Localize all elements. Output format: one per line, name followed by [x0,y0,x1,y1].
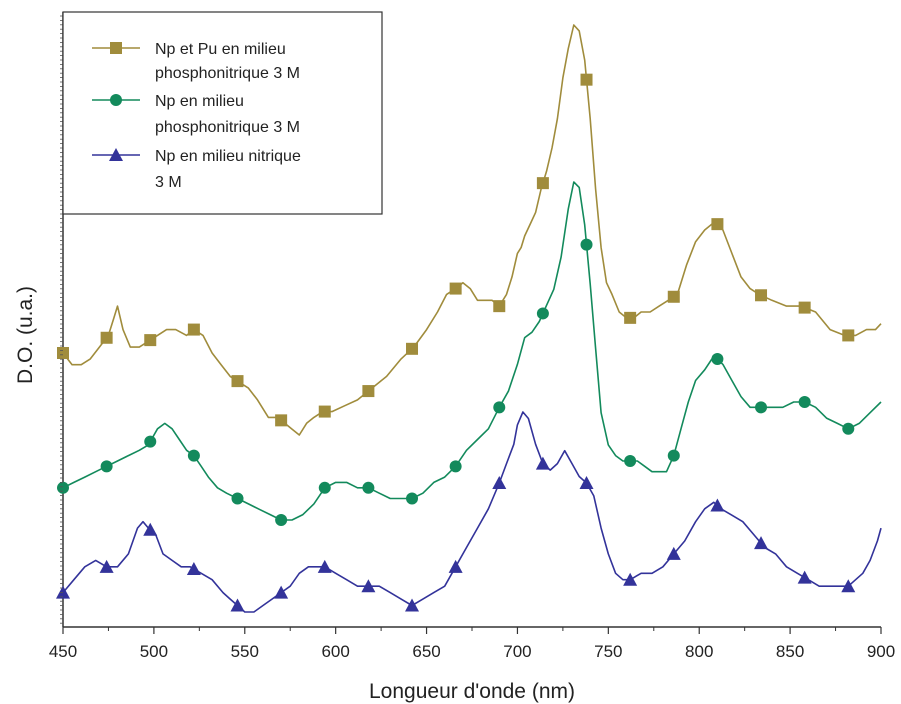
data-point-circle [318,481,331,494]
legend-label: phosphonitrique 3 M [155,65,300,82]
legend-label: phosphonitrique 3 M [155,119,300,136]
data-point-triangle [579,475,594,489]
data-point-circle [667,449,680,462]
data-point-circle [580,238,593,251]
data-point-square [144,334,157,347]
data-point-square [362,385,375,398]
data-point-circle [144,435,157,448]
series-line [62,181,882,521]
data-point-square [711,218,724,231]
data-point-circle [187,449,200,462]
data-point-square [755,289,768,302]
x-tick-label: 600 [321,642,349,661]
data-point-square [493,300,506,313]
data-point-square [318,405,331,418]
data-point-circle [798,395,811,408]
data-point-circle [57,481,69,494]
legend-label: Np en milieu nitrique [155,148,301,165]
data-point-triangle [492,475,507,489]
data-point-square [231,375,244,388]
data-point-triangle [143,522,158,536]
data-point-triangle [535,456,550,470]
data-point-circle [711,353,724,366]
data-point-circle [755,401,768,414]
data-point-triangle [274,585,289,599]
data-point-square [842,329,855,342]
data-point-circle [493,401,506,414]
x-tick-label: 800 [685,642,713,661]
legend-label: 3 M [155,174,182,191]
data-point-triangle [754,536,769,550]
data-point-triangle [666,546,681,560]
data-point-triangle [623,572,638,586]
data-point-circle [406,492,419,505]
data-point-square [449,282,462,295]
legend-label: Np en milieu [155,93,244,110]
legend: Np et Pu en milieu phosphonitrique 3 M Np … [62,11,383,215]
data-point-circle [110,94,122,106]
x-tick-label: 650 [412,642,440,661]
data-point-triangle [841,579,856,593]
data-point-circle [449,460,462,473]
data-point-triangle [405,598,420,612]
data-point-circle [842,422,855,435]
data-point-circle [100,460,113,473]
data-point-square [275,414,288,427]
x-tick-label: 750 [594,642,622,661]
x-tick-label: 450 [49,642,77,661]
x-tick-label: 550 [231,642,259,661]
data-point-square [798,301,811,314]
data-point-square [187,323,200,336]
data-point-circle [362,481,375,494]
data-point-square [624,311,637,324]
data-point-triangle [317,559,332,573]
data-point-square [536,177,549,190]
legend-label: Np et Pu en milieu [155,41,286,58]
data-point-circle [624,454,637,467]
data-point-square [100,331,113,344]
data-point-triangle [448,559,463,573]
data-point-square [57,347,69,359]
data-point-triangle [99,559,114,573]
data-point-square [667,290,680,303]
data-point-triangle [109,148,123,161]
data-point-circle [275,514,288,526]
data-point-circle [231,492,244,505]
data-point-triangle [186,561,201,575]
x-axis-title: Longueur d'onde (nm) [369,680,575,703]
series-layer [56,24,882,613]
series-line [62,411,882,613]
x-tick-label: 850 [776,642,804,661]
data-point-square [110,42,122,54]
data-point-square [580,73,593,86]
axis-layer: 450 500 550 600 650 700 750 800 850 900 [49,15,895,661]
data-point-triangle [797,570,812,584]
data-point-circle [536,307,549,320]
x-tick-label: 700 [503,642,531,661]
data-point-square [406,342,419,355]
data-point-triangle [710,498,725,512]
x-tick-label: 500 [140,642,168,661]
data-point-triangle [361,579,376,593]
data-point-triangle [230,598,245,612]
y-axis-title: D.O. (u.a.) [14,286,37,384]
x-tick-label: 900 [867,642,895,661]
